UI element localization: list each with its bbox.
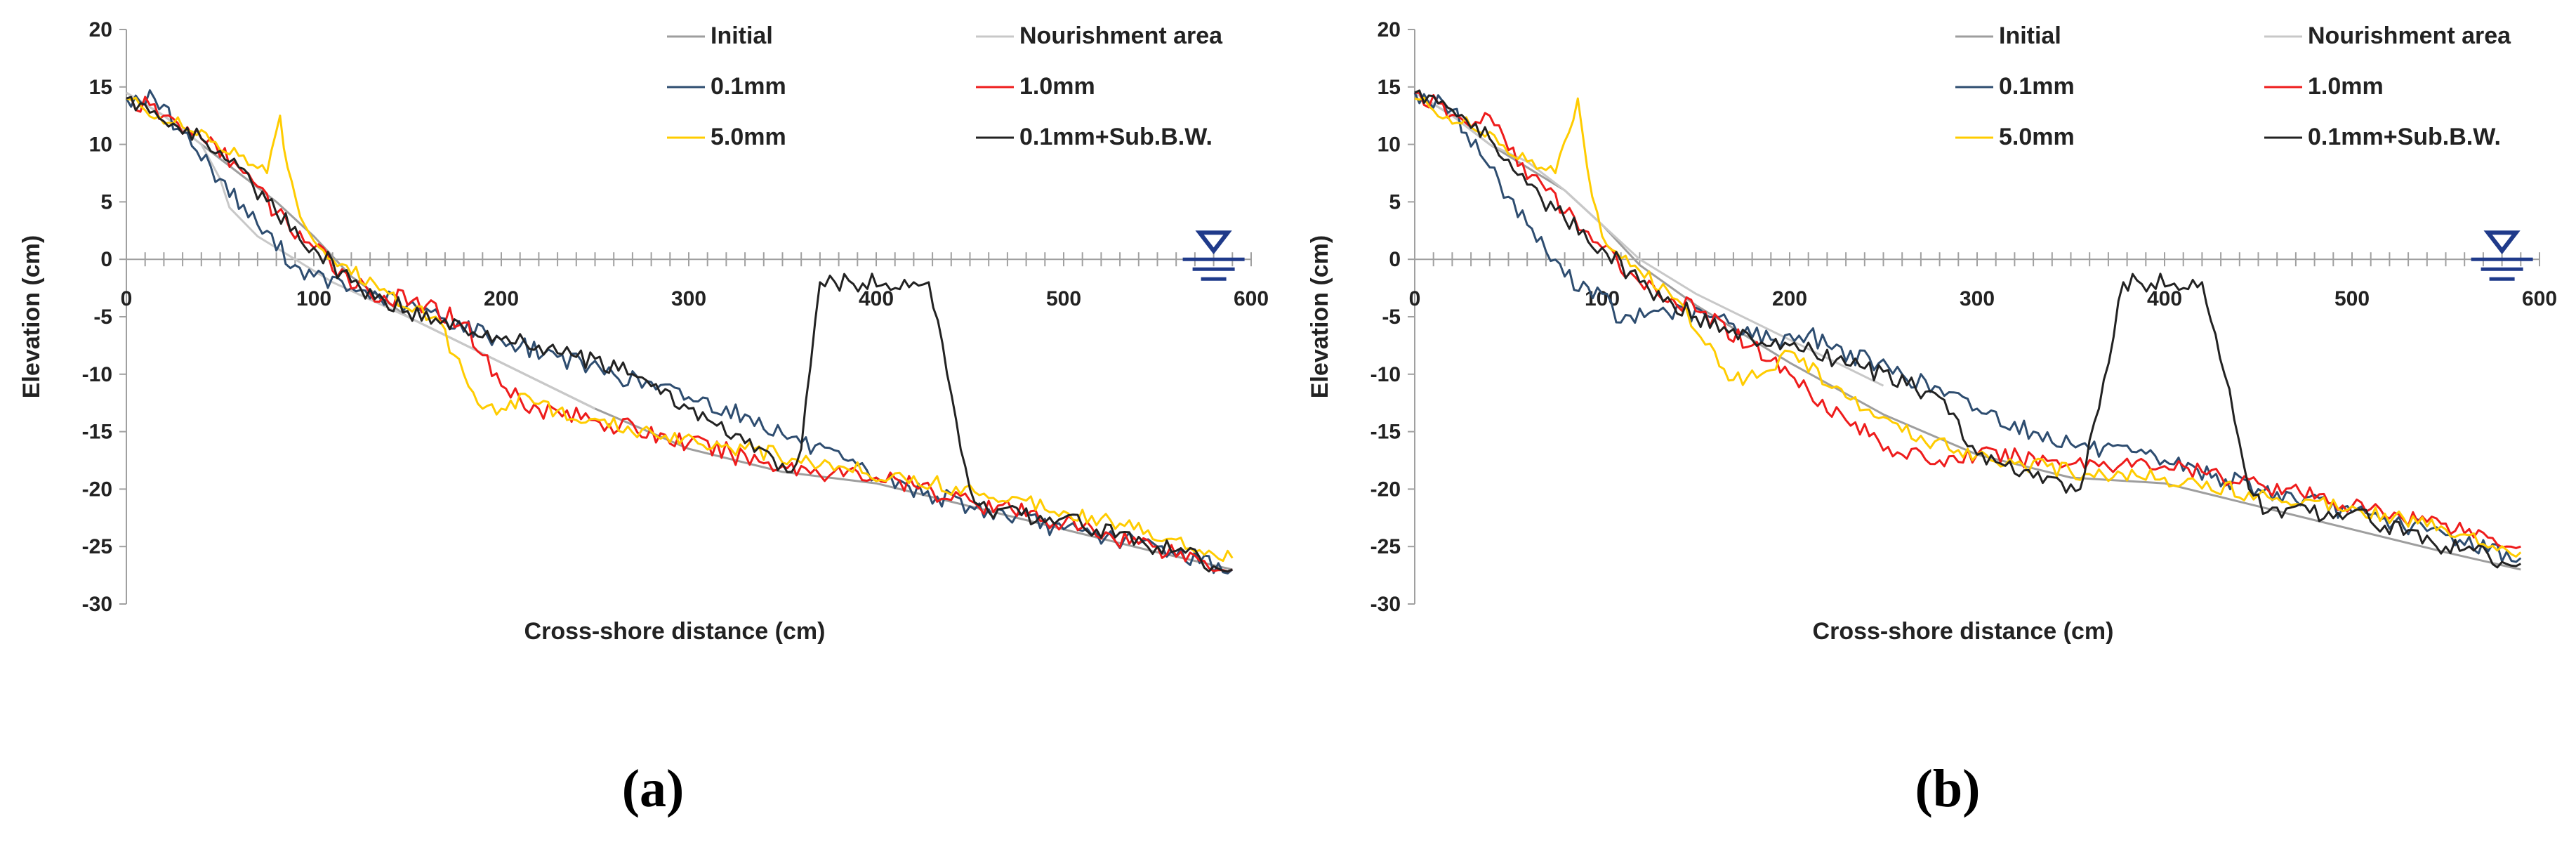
legend-item: Nourishment area [976, 22, 1223, 49]
x-tick-label: 300 [671, 287, 706, 310]
legend-label: Nourishment area [1019, 22, 1223, 49]
legend-label: 5.0mm [1999, 124, 2075, 150]
x-axis-title: Cross-shore distance (cm) [1813, 618, 2114, 645]
legend-label: 1.0mm [1019, 73, 1095, 100]
legend-item: Initial [1955, 22, 2061, 49]
legend-label: 0.1mm+Sub.B.W. [2308, 124, 2501, 150]
legend-item: 0.1mm [1955, 73, 2075, 100]
y-tick-label: -10 [82, 363, 112, 386]
legend-label: Nourishment area [2308, 22, 2511, 49]
x-tick-label: 200 [484, 287, 519, 310]
series-line-1-0mm [126, 96, 1233, 573]
series-line-initial [1414, 91, 2521, 571]
y-tick-label: 0 [100, 248, 112, 271]
legend-item: 1.0mm [976, 73, 1095, 100]
y-tick-label: -30 [82, 593, 112, 616]
series-line-0-1mm [1413, 92, 2522, 563]
series-line-nourishment-area [126, 91, 596, 410]
series-line-0-1mm-sub-b-w- [126, 96, 1233, 573]
y-tick-label: 5 [100, 190, 112, 214]
legend-item: 0.1mm+Sub.B.W. [976, 124, 1213, 150]
legend-item: 5.0mm [667, 124, 786, 150]
legend-label: 1.0mm [2308, 73, 2384, 100]
x-tick-label: 600 [2522, 287, 2557, 310]
chart-panel-b: 20 15 10 5 0 -5 -10 -15 -20 -25 -30 0 100 200 300 400 50… [1288, 0, 2576, 847]
x-axis-title: Cross-shore distance (cm) [524, 618, 826, 645]
series-line-5-0mm [1414, 96, 2522, 558]
legend-label: 0.1mm+Sub.B.W. [1019, 124, 1213, 150]
y-axis-title: Elevation (cm) [1307, 235, 1333, 398]
y-tick-label: -25 [82, 535, 112, 558]
y-tick-label: 5 [1389, 190, 1401, 214]
legend-item: 5.0mm [1955, 124, 2075, 150]
x-tick-label: 500 [2334, 287, 2370, 310]
legend-item: 1.0mm [2264, 73, 2384, 100]
legend-label: 5.0mm [711, 124, 786, 150]
legend-label: 0.1mm [1999, 73, 2075, 100]
y-tick-label: 20 [89, 18, 112, 41]
x-tick-label: 500 [1046, 287, 1081, 310]
series-line-5-0mm [126, 96, 1234, 563]
y-tick-label: -10 [1370, 363, 1401, 386]
series-line-initial [126, 91, 1233, 571]
y-tick-label: -30 [1370, 593, 1401, 616]
water-level-icon [2471, 230, 2533, 281]
legend-label: Initial [711, 22, 773, 49]
chart-panel-a: 20 15 10 5 0 -5 -10 -15 -20 -25 -30 0 100 200 300 400 50… [18, 18, 1269, 818]
y-tick-label: 0 [1389, 248, 1401, 271]
y-tick-label: 10 [89, 133, 112, 157]
x-tick-label: 200 [1772, 287, 1807, 310]
x-tick-label: 0 [1409, 287, 1421, 310]
y-tick-label: -15 [1370, 421, 1401, 444]
y-tick-label: -5 [93, 306, 112, 329]
y-tick-label: 15 [89, 76, 112, 99]
legend-label: 0.1mm [711, 73, 786, 100]
water-level-triangle [2483, 230, 2521, 255]
x-tick-label: 300 [1960, 287, 1995, 310]
panel-label-a: (a) [621, 759, 685, 818]
legend-item: Nourishment area [2264, 22, 2511, 49]
water-level-triangle [1195, 230, 1232, 255]
y-tick-label: 15 [1378, 76, 1401, 99]
series-line-1-0mm [1414, 91, 2521, 549]
legend-label: Initial [1999, 22, 2061, 49]
x-tick-label: 600 [1234, 287, 1269, 310]
y-tick-label: -5 [1382, 306, 1401, 329]
y-tick-label: -20 [1370, 478, 1401, 501]
y-tick-label: 10 [1378, 133, 1401, 157]
x-tick-label: 0 [121, 287, 133, 310]
series-line-0-1mm [125, 89, 1234, 574]
x-tick-label: 400 [2147, 287, 2182, 310]
y-tick-label: 20 [1378, 18, 1401, 41]
chart-svg-a: 20 15 10 5 0 -5 -10 -15 -20 -25 -30 0 100 200 300 400 50… [18, 18, 1269, 645]
x-tick-label: 400 [859, 287, 894, 310]
series-line-0-1mm-sub-b-w- [1414, 89, 2521, 569]
y-axis-title: Elevation (cm) [18, 235, 45, 398]
legend-item: Initial [667, 22, 773, 49]
y-tick-label: -20 [82, 478, 112, 501]
series-line-nourishment-area [1414, 91, 1884, 387]
water-level-icon [1182, 230, 1245, 281]
panel-label-b: (b) [1915, 759, 1981, 818]
y-tick-label: -25 [1370, 535, 1401, 558]
legend-item: 0.1mm+Sub.B.W. [2264, 124, 2501, 150]
legend-item: 0.1mm [667, 73, 786, 100]
x-tick-label: 100 [296, 287, 331, 310]
y-tick-label: -15 [82, 421, 112, 444]
